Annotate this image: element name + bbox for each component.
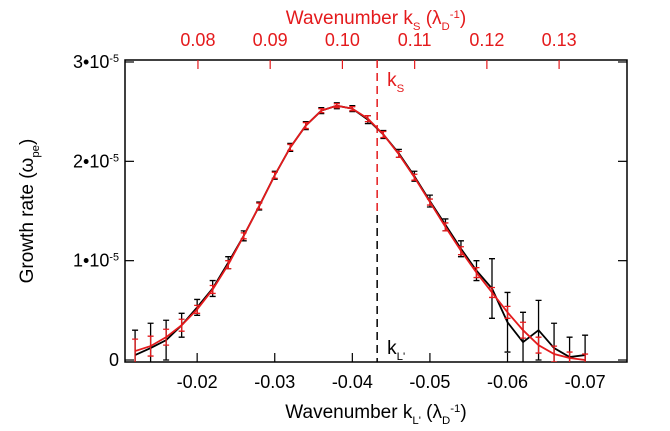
error-bar xyxy=(520,311,527,362)
error-bar xyxy=(551,345,558,362)
error-bar xyxy=(582,353,589,362)
x2-tick-label: 0.09 xyxy=(253,30,288,50)
error-bar xyxy=(473,266,480,279)
error-bar xyxy=(566,351,573,362)
label-part: k xyxy=(387,338,397,359)
error-bar xyxy=(364,114,371,123)
error-bar xyxy=(504,291,511,353)
error-bar xyxy=(333,103,340,109)
label-part: D xyxy=(442,21,450,33)
tick-exponent: -5 xyxy=(109,152,119,164)
x-axis-title: Wavenumber kL' (λD-1) xyxy=(285,402,466,427)
x-tick-label: -0.06 xyxy=(487,372,528,392)
error-bar xyxy=(209,284,216,295)
label-part: (λ xyxy=(420,8,442,29)
x-tick-label: -0.07 xyxy=(565,372,606,392)
error-bar xyxy=(380,130,387,139)
label-part: -1 xyxy=(450,9,460,21)
label-part: Growth rate (ω xyxy=(17,157,38,283)
error-bar xyxy=(163,328,170,346)
label-part: ) xyxy=(17,139,38,145)
error-bar xyxy=(535,336,542,354)
tick-text: 3•10 xyxy=(73,52,109,72)
error-bar xyxy=(256,202,263,210)
label-part: S xyxy=(397,83,405,95)
x-tick-label: -0.03 xyxy=(254,372,295,392)
x2-tick-label: 0.13 xyxy=(542,30,577,50)
error-bar xyxy=(178,318,185,332)
error-bar xyxy=(411,173,418,181)
x2-tick-label: 0.10 xyxy=(325,30,360,50)
series-line xyxy=(134,104,586,361)
y-tick-label: 2•10-5 xyxy=(73,151,119,171)
label-part: Wavenumber k xyxy=(286,8,414,29)
label-part: L' xyxy=(412,415,421,427)
error-bar xyxy=(132,338,139,362)
error-bar xyxy=(504,305,511,319)
error-bar xyxy=(442,222,449,232)
x-tick-label: -0.05 xyxy=(409,372,450,392)
label-part: ) xyxy=(460,8,466,29)
marker-label: kS xyxy=(387,70,405,95)
error-bar xyxy=(318,108,325,114)
y-tick-label: 3•10-5 xyxy=(73,52,119,72)
x-tick-label: -0.04 xyxy=(332,372,373,392)
tick-exponent: -5 xyxy=(109,252,119,264)
error-bar xyxy=(240,232,247,240)
label-part: D xyxy=(442,415,450,427)
plot-frame xyxy=(124,59,628,363)
error-bar xyxy=(426,198,433,206)
x2-tick-label: 0.08 xyxy=(180,30,215,50)
label-part: -1 xyxy=(450,403,460,415)
error-bar xyxy=(520,321,527,339)
y-tick-label: 1•10-5 xyxy=(73,251,119,271)
error-bar xyxy=(395,150,402,159)
error-bar xyxy=(287,143,294,152)
tick-exponent: -5 xyxy=(109,53,119,65)
series-line xyxy=(134,104,586,358)
label-part: S xyxy=(413,21,421,33)
error-bar xyxy=(302,121,309,130)
error-bar xyxy=(457,246,464,256)
y-axis-title: Growth rate (ωpe) xyxy=(17,139,42,284)
label-part: L' xyxy=(397,351,406,363)
x-tick-label: -0.02 xyxy=(177,372,218,392)
x2-tick-label: 0.11 xyxy=(398,30,432,50)
label-part: k xyxy=(387,70,397,91)
y-tick-label: 0 xyxy=(109,350,119,370)
label-part: Wavenumber k xyxy=(285,402,413,423)
label-part: pe xyxy=(30,145,42,158)
tick-text: 2•10 xyxy=(73,151,109,171)
error-bar xyxy=(194,304,201,314)
label-part: ) xyxy=(460,402,466,423)
error-bar xyxy=(271,171,278,179)
x2-tick-label: 0.12 xyxy=(469,30,504,50)
x2-axis-title: Wavenumber kS (λD-1) xyxy=(286,8,466,33)
tick-text: 0 xyxy=(109,350,119,370)
marker-label: kL' xyxy=(387,338,405,363)
tick-text: 1•10 xyxy=(73,251,109,271)
error-bar xyxy=(225,260,232,270)
label-part: (λ xyxy=(421,402,443,423)
error-bar xyxy=(488,286,495,299)
error-bar xyxy=(147,335,154,357)
error-bar xyxy=(349,106,356,112)
series-group xyxy=(132,102,589,362)
